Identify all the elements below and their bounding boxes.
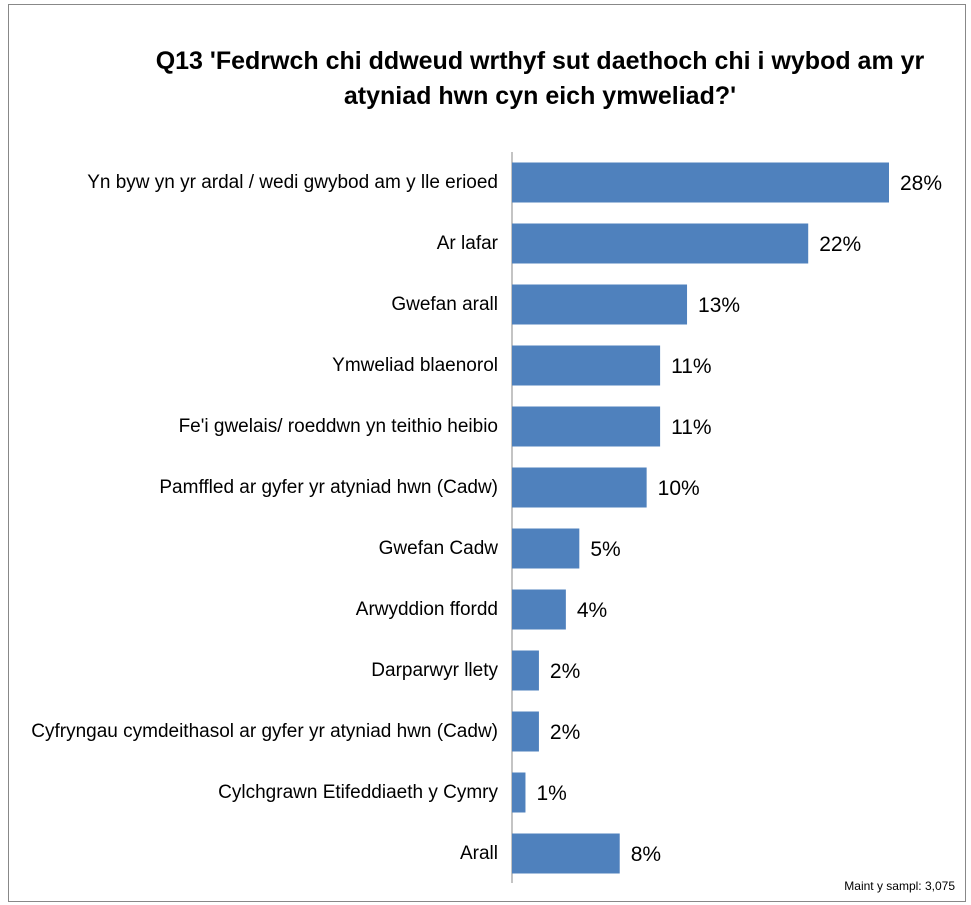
- category-label: Pamffled ar gyfer yr atyniad hwn (Cadw): [159, 476, 498, 498]
- category-label-box: Yn byw yn yr ardal / wedi gwybod am y ll…: [20, 152, 498, 213]
- category-label: Cyfryngau cymdeithasol ar gyfer yr atyni…: [31, 720, 498, 742]
- bar: [512, 528, 580, 569]
- value-label: 2%: [550, 660, 580, 683]
- value-label: 8%: [631, 843, 661, 866]
- bar: [512, 223, 809, 264]
- category-label-box: Darparwyr llety: [20, 640, 498, 701]
- value-label: 2%: [550, 721, 580, 744]
- value-label: 13%: [698, 294, 740, 317]
- bar: [512, 467, 647, 508]
- bar: [512, 589, 566, 630]
- bar: [512, 162, 889, 203]
- bar: [512, 650, 539, 691]
- category-label-box: Fe'i gwelais/ roeddwn yn teithio heibio: [20, 396, 498, 457]
- value-label: 10%: [658, 477, 700, 500]
- category-label: Arall: [459, 842, 498, 864]
- category-label: Gwefan Cadw: [378, 537, 498, 559]
- category-label-box: Ymweliad blaenorol: [20, 335, 498, 396]
- bar: [512, 284, 688, 325]
- value-label: 5%: [590, 538, 620, 561]
- category-label-box: Ar lafar: [20, 213, 498, 274]
- value-label: 28%: [900, 172, 942, 195]
- category-label: Fe'i gwelais/ roeddwn yn teithio heibio: [178, 415, 498, 437]
- chart-title: Q13 'Fedrwch chi ddweud wrthyf sut daeth…: [155, 47, 925, 110]
- category-label-box: Arall: [20, 823, 498, 884]
- value-label: 11%: [671, 355, 711, 378]
- bar: [512, 772, 526, 813]
- value-label: 4%: [577, 599, 607, 622]
- bar: [512, 833, 620, 874]
- category-label-box: Cylchgrawn Etifeddiaeth y Cymry: [20, 762, 498, 823]
- category-label-box: Arwyddion ffordd: [20, 579, 498, 640]
- category-label-box: Pamffled ar gyfer yr atyniad hwn (Cadw): [20, 457, 498, 518]
- category-label: Gwefan arall: [391, 293, 498, 315]
- bar: [512, 711, 539, 752]
- category-label: Arwyddion ffordd: [355, 598, 498, 620]
- chart-frame: [8, 4, 966, 902]
- bar: [512, 345, 661, 386]
- category-label: Ymweliad blaenorol: [332, 354, 498, 376]
- category-label: Ar lafar: [436, 232, 498, 254]
- sample-note: Maint y sampl: 3,075: [844, 879, 955, 893]
- category-label-box: Cyfryngau cymdeithasol ar gyfer yr atyni…: [20, 701, 498, 762]
- bar: [512, 406, 661, 447]
- value-label: 1%: [536, 782, 566, 805]
- category-label-box: Gwefan Cadw: [20, 518, 498, 579]
- category-label: Yn byw yn yr ardal / wedi gwybod am y ll…: [87, 171, 498, 193]
- category-label: Darparwyr llety: [371, 659, 498, 681]
- category-label: Cylchgrawn Etifeddiaeth y Cymry: [218, 781, 498, 803]
- value-label: 11%: [671, 416, 711, 439]
- value-label: 22%: [819, 233, 861, 256]
- category-label-box: Gwefan arall: [20, 274, 498, 335]
